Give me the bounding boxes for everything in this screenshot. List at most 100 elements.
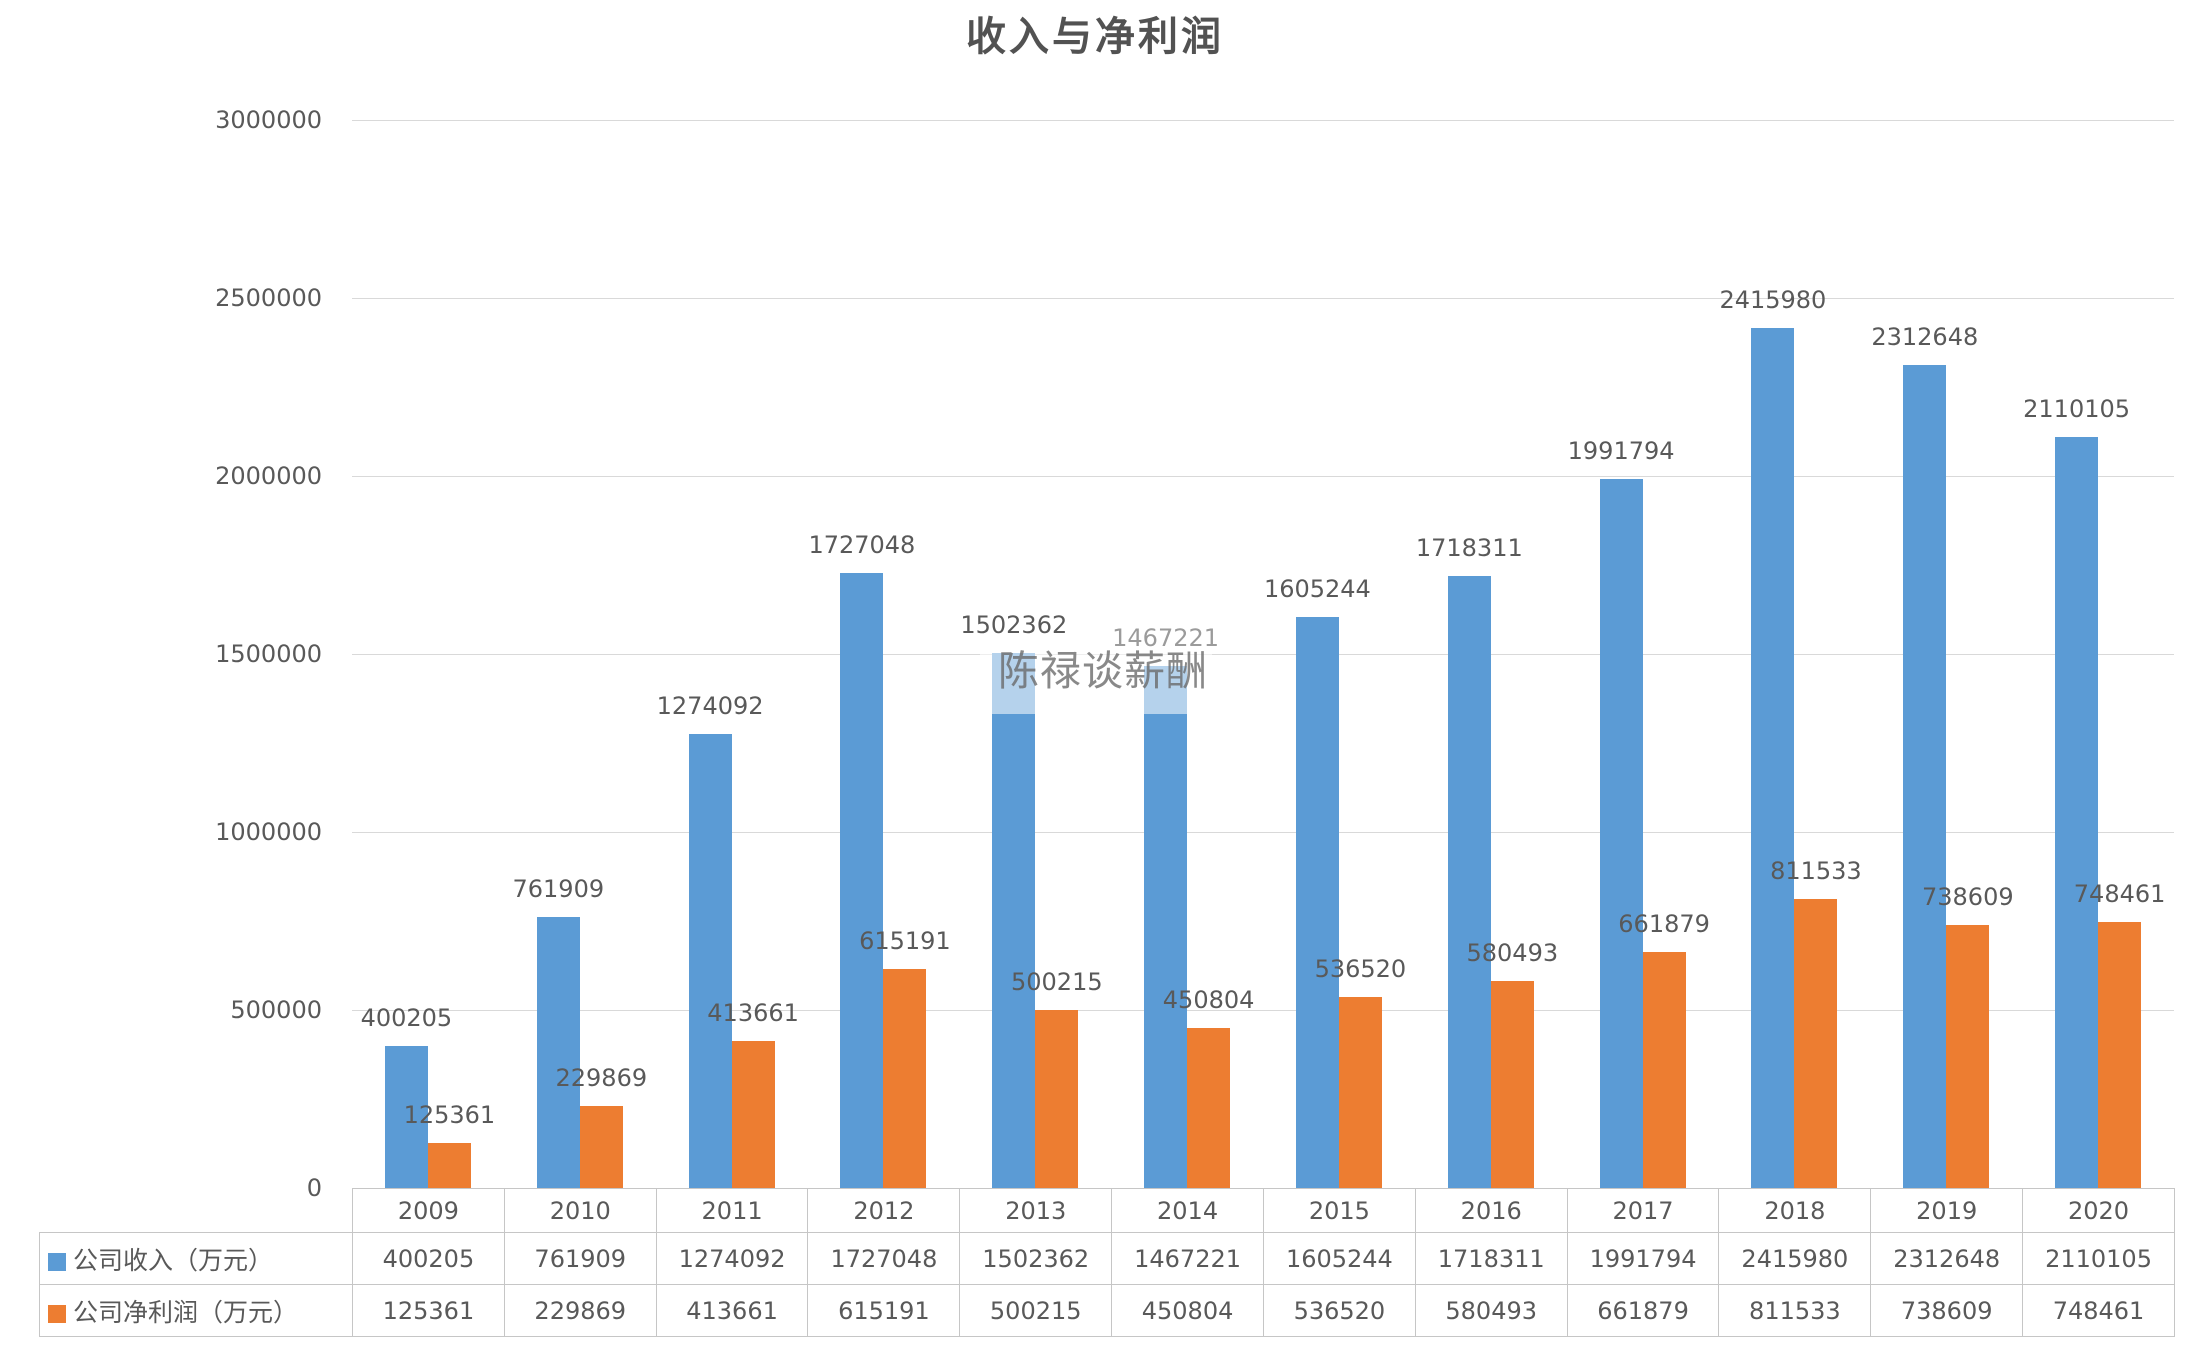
profit-value-cell-2018: 811533	[1718, 1284, 1872, 1337]
profit-bar-2016	[1490, 981, 1534, 1188]
profit-series-name: 公司净利润（万元）	[73, 1297, 299, 1327]
revenue-bar-2019	[1903, 364, 1947, 1188]
gridline	[352, 120, 2174, 121]
year-header-cell: 2020	[2022, 1188, 2175, 1233]
revenue-bar-2012	[840, 573, 884, 1188]
revenue-value-label-2009: 400205	[360, 1003, 453, 1032]
revenue-bar-2009	[384, 1045, 428, 1188]
profit-bar-2017	[1642, 952, 1686, 1188]
gridline	[352, 832, 2174, 833]
revenue-value-cell-2018: 2415980	[1718, 1232, 1872, 1285]
year-header-cell: 2019	[1870, 1188, 2024, 1233]
revenue-table-row: 公司收入（万元） 400205 761909 1274092 1727048 150236…	[39, 1232, 2175, 1285]
profit-bar-2019	[1946, 925, 1990, 1188]
profit-value-cell-2013: 500215	[959, 1284, 1113, 1337]
revenue-value-label-2010: 761909	[512, 874, 605, 903]
year-header-cell: 2012	[807, 1188, 961, 1233]
gridline	[352, 298, 2174, 299]
y-axis-tick-label: 1500000	[215, 640, 322, 668]
y-axis-tick-label: 2000000	[215, 462, 322, 490]
profit-value-label-2010: 229869	[555, 1064, 648, 1093]
gridline	[352, 654, 2174, 655]
y-axis-tick-label: 1000000	[215, 818, 322, 846]
revenue-bar-2018	[1751, 327, 1795, 1188]
y-axis-tick-label: 0	[306, 1174, 322, 1202]
revenue-value-label-2012: 1727048	[808, 531, 916, 560]
revenue-value-cell-2012: 1727048	[807, 1232, 961, 1285]
profit-bar-2013	[1035, 1009, 1079, 1188]
profit-bar-2011	[731, 1040, 775, 1188]
table-corner-cell	[40, 1189, 353, 1233]
revenue-legend-cell: 公司收入（万元）	[39, 1232, 353, 1285]
profit-value-label-2018: 811533	[1770, 857, 1862, 886]
watermark-text: 陈禄谈薪酬	[998, 647, 1208, 695]
revenue-value-label-2017: 1991794	[1567, 436, 1675, 465]
chart-data-table: 2009 2010 2011 2012 2013 2014 2015 2016 2017 2018…	[39, 1188, 2175, 1337]
revenue-bar-2016	[1447, 576, 1491, 1188]
revenue-value-cell-2011: 1274092	[655, 1232, 809, 1285]
year-header-cell: 2010	[503, 1188, 657, 1233]
revenue-value-cell-2014: 1467221	[1111, 1232, 1264, 1285]
year-header-cell: 2016	[1414, 1188, 1568, 1233]
profit-value-cell-2014: 450804	[1111, 1284, 1264, 1337]
profit-bar-2015	[1338, 997, 1382, 1188]
profit-bar-2010	[579, 1106, 623, 1188]
profit-value-cell-2009: 125361	[352, 1284, 505, 1337]
profit-value-label-2013: 500215	[1010, 967, 1103, 996]
profit-value-cell-2011: 413661	[655, 1284, 809, 1337]
revenue-bar-2020	[2055, 436, 2099, 1188]
year-header-cell: 2014	[1111, 1188, 1264, 1233]
revenue-value-label-2015: 1605244	[1263, 574, 1371, 603]
revenue-bar-2015	[1295, 616, 1339, 1188]
profit-bar-2020	[2098, 921, 2142, 1188]
revenue-value-label-2014: 1467221	[1112, 623, 1220, 652]
profit-value-cell-2019: 738609	[1870, 1284, 2024, 1337]
profit-value-label-2017: 661879	[1618, 910, 1710, 939]
revenue-value-label-2019: 2312648	[1871, 322, 1979, 351]
year-header-cell: 2009	[352, 1188, 505, 1233]
revenue-series-name: 公司收入（万元）	[73, 1245, 274, 1275]
profit-table-row: 公司净利润（万元） 125361 229869 413661 615191 500215 4…	[39, 1284, 2175, 1337]
revenue-bar-2013	[992, 653, 1036, 1188]
revenue-legend-swatch-icon	[48, 1252, 66, 1271]
gridline	[352, 476, 2174, 477]
year-header-cell: 2018	[1718, 1188, 1872, 1233]
revenue-value-cell-2013: 1502362	[959, 1232, 1113, 1285]
revenue-value-label-2013: 1502362	[960, 611, 1068, 640]
profit-value-cell-2012: 615191	[807, 1284, 961, 1337]
y-axis-tick-label: 2500000	[215, 284, 322, 312]
profit-value-cell-2010: 229869	[503, 1284, 657, 1337]
profit-value-label-2011: 413661	[707, 998, 799, 1027]
watermark-background	[980, 652, 1212, 714]
revenue-bar-2011	[688, 734, 732, 1188]
profit-value-cell-2017: 661879	[1566, 1284, 1720, 1337]
profit-bar-2012	[883, 969, 927, 1188]
profit-value-label-2009: 125361	[403, 1101, 496, 1130]
revenue-value-cell-2010: 761909	[503, 1232, 657, 1285]
year-header-cell: 2015	[1262, 1188, 1416, 1233]
revenue-value-cell-2015: 1605244	[1262, 1232, 1416, 1285]
profit-legend-cell: 公司净利润（万元）	[39, 1284, 353, 1337]
revenue-bar-2017	[1599, 478, 1643, 1188]
profit-value-label-2012: 615191	[859, 927, 951, 955]
revenue-value-label-2018: 2415980	[1719, 285, 1827, 314]
y-axis-tick-label: 500000	[230, 996, 322, 1024]
profit-value-label-2015: 536520	[1314, 955, 1407, 983]
revenue-value-label-2011: 1274092	[656, 692, 764, 721]
profit-value-label-2020: 748461	[2073, 879, 2166, 908]
revenue-value-cell-2020: 2110105	[2022, 1232, 2175, 1285]
revenue-value-cell-2009: 400205	[352, 1232, 505, 1285]
profit-value-label-2014: 450804	[1162, 985, 1255, 1014]
profit-bar-2009	[427, 1143, 471, 1188]
profit-legend-swatch-icon	[48, 1304, 66, 1323]
revenue-value-cell-2016: 1718311	[1414, 1232, 1568, 1285]
revenue-value-label-2016: 1718311	[1415, 534, 1523, 563]
revenue-bar-2010	[536, 916, 580, 1188]
revenue-bar-2014	[1144, 665, 1188, 1188]
revenue-value-cell-2019: 2312648	[1870, 1232, 2024, 1285]
chart-title: 收入与净利润	[966, 14, 1224, 60]
year-header-cell: 2013	[959, 1188, 1113, 1233]
profit-value-label-2019: 738609	[1921, 883, 2014, 912]
profit-value-cell-2020: 748461	[2022, 1284, 2175, 1337]
year-header-cell: 2017	[1566, 1188, 1720, 1233]
